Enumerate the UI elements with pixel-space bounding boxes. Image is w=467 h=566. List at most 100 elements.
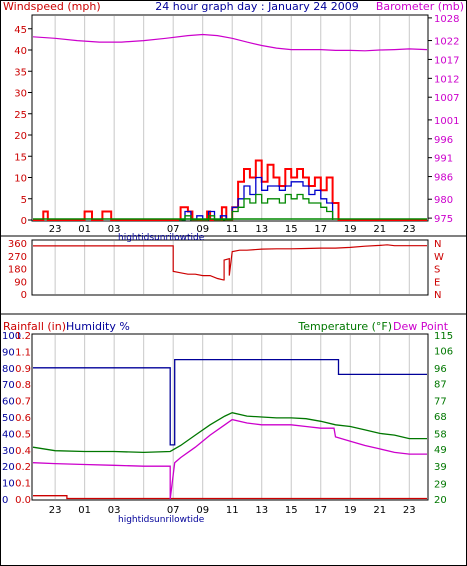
wind-panel	[31, 14, 429, 222]
wind-x-tick-label: 17	[314, 224, 327, 235]
dew-point-line	[32, 418, 427, 500]
humidity-tick-label: 30	[2, 446, 15, 457]
humidity-tick-label: 10	[2, 479, 15, 490]
humidity-tick-label: 60	[2, 397, 15, 408]
temperature-tick-label: 77	[434, 397, 447, 408]
direction-tick-label: 360	[8, 239, 27, 250]
plot-layer: 0510152025303540459759809869919961001100…	[2, 14, 459, 516]
barometer-tick-label: 986	[434, 173, 453, 184]
rainfall-axis-label: Rainfall (in)	[3, 320, 66, 333]
temperature-tick-label: 96	[434, 364, 447, 375]
direction-tick-label: 0	[21, 290, 27, 301]
average-wind-line	[179, 193, 334, 221]
wind-x-tick-label: 15	[285, 224, 298, 235]
rainfall-tick-label: 0.7	[15, 397, 31, 408]
temperature-tick-label: 87	[434, 379, 447, 390]
wind-tick-label: 20	[14, 131, 27, 142]
temperature-tick-label: 115	[434, 331, 453, 342]
wind-x-tick-label: 09	[196, 224, 209, 235]
temperature-x-tick-label: 03	[108, 505, 121, 516]
wind-x-tick-label: 07	[167, 224, 180, 235]
wind-x-tick-label: 23	[49, 224, 62, 235]
rainfall-tick-label: 0.8	[15, 380, 31, 391]
barometer-tick-label: 975	[434, 214, 453, 225]
temperature-line	[32, 412, 427, 454]
compass-tick-label: N	[434, 290, 441, 301]
rainfall-tick-label: 0.9	[15, 364, 31, 375]
wind-tick-label: 40	[14, 46, 27, 57]
wind-tick-label: 25	[14, 110, 27, 121]
direction-line	[33, 244, 427, 281]
rainfall-tick-label: 1.1	[15, 347, 31, 358]
wind-tick-label: 0	[21, 216, 27, 227]
compass-tick-label: W	[434, 252, 444, 263]
temperature-tick-label: 58	[434, 429, 447, 440]
temperature-tick-label: 29	[434, 479, 447, 490]
temperature-x-tick-label: 01	[78, 505, 91, 516]
humidity-tick-label: 100	[2, 331, 21, 342]
wind-x-tick-label: 21	[373, 224, 386, 235]
rainfall-tick-label: 1.2	[15, 331, 31, 342]
compass-tick-label: S	[434, 265, 440, 276]
barometer-tick-label: 1017	[434, 55, 459, 66]
compass-tick-label: N	[434, 239, 441, 250]
wind-tick-label: 15	[14, 152, 27, 163]
humidity-tick-label: 40	[2, 429, 15, 440]
graph-title: 24 hour graph day : January 24 2009	[155, 0, 359, 13]
barometer-tick-label: 1022	[434, 37, 459, 48]
barometer-tick-label: 980	[434, 195, 453, 206]
wind-x-tick-label: 19	[344, 224, 357, 235]
rainfall-tick-label: 0.5	[15, 429, 31, 440]
temperature-x-tick-label: 09	[196, 505, 209, 516]
direction-tick-label: 180	[8, 265, 27, 276]
direction-tick-label: 270	[8, 252, 27, 263]
rainfall-line	[33, 495, 427, 500]
barometer-tick-label: 1001	[434, 116, 459, 127]
tide-caption: hightidsunrilowtide	[118, 233, 205, 243]
wind-tick-label: 30	[14, 89, 27, 100]
rainfall-tick-label: 0.6	[15, 413, 31, 424]
temperature-x-tick-label: 23	[49, 505, 62, 516]
humidity-tick-label: 70	[2, 380, 15, 391]
wind-x-tick-label: 01	[78, 224, 91, 235]
humidity-axis-label: Humidity %	[66, 320, 130, 333]
temperature-tick-label: 68	[434, 412, 447, 423]
barometer-tick-label: 1007	[434, 93, 459, 104]
humidity-tick-label: 20	[2, 462, 15, 473]
barometer-tick-label: 996	[434, 135, 453, 146]
temperature-axis-label: Temperature (°F)	[297, 320, 392, 333]
windspeed-axis-label: Windspeed (mph)	[3, 0, 101, 13]
temperature-x-tick-label: 07	[167, 505, 180, 516]
temperature-x-tick-label: 15	[285, 505, 298, 516]
temperature-panel	[31, 333, 429, 501]
wind-x-tick-label: 13	[255, 224, 268, 235]
barometer-tick-label: 991	[434, 154, 453, 165]
wind-x-tick-label: 11	[226, 224, 239, 235]
temperature-tick-label: 106	[434, 347, 453, 358]
temperature-x-tick-label: 19	[344, 505, 357, 516]
temperature-x-tick-label: 13	[255, 505, 268, 516]
temperature-tick-label: 20	[434, 495, 447, 506]
temperature-tick-label: 39	[434, 462, 447, 473]
rainfall-tick-label: 0.2	[15, 462, 31, 473]
wind-tick-label: 35	[14, 67, 27, 78]
dew-point-axis-label: Dew Point	[393, 320, 449, 333]
barometer-tick-label: 1028	[434, 14, 459, 25]
wind-x-tick-label: 03	[108, 224, 121, 235]
humidity-tick-label: 80	[2, 364, 15, 375]
direction-tick-label: 90	[14, 277, 27, 288]
humidity-tick-label: 90	[2, 347, 15, 358]
wind-tick-label: 5	[21, 195, 27, 206]
barometer-tick-label: 1012	[434, 74, 459, 85]
temperature-x-tick-label: 17	[314, 505, 327, 516]
tide-caption: hightidsunrilowtide	[118, 515, 205, 525]
compass-tick-label: E	[434, 277, 440, 288]
barometer-line	[32, 33, 428, 52]
barometer-axis-label: Barometer (mb)	[376, 0, 464, 13]
temperature-x-tick-label: 11	[226, 505, 239, 516]
wind-tick-label: 45	[14, 25, 27, 36]
temperature-x-tick-label: 21	[373, 505, 386, 516]
wind-tick-label: 10	[14, 174, 27, 185]
humidity-tick-label: 50	[2, 413, 15, 424]
